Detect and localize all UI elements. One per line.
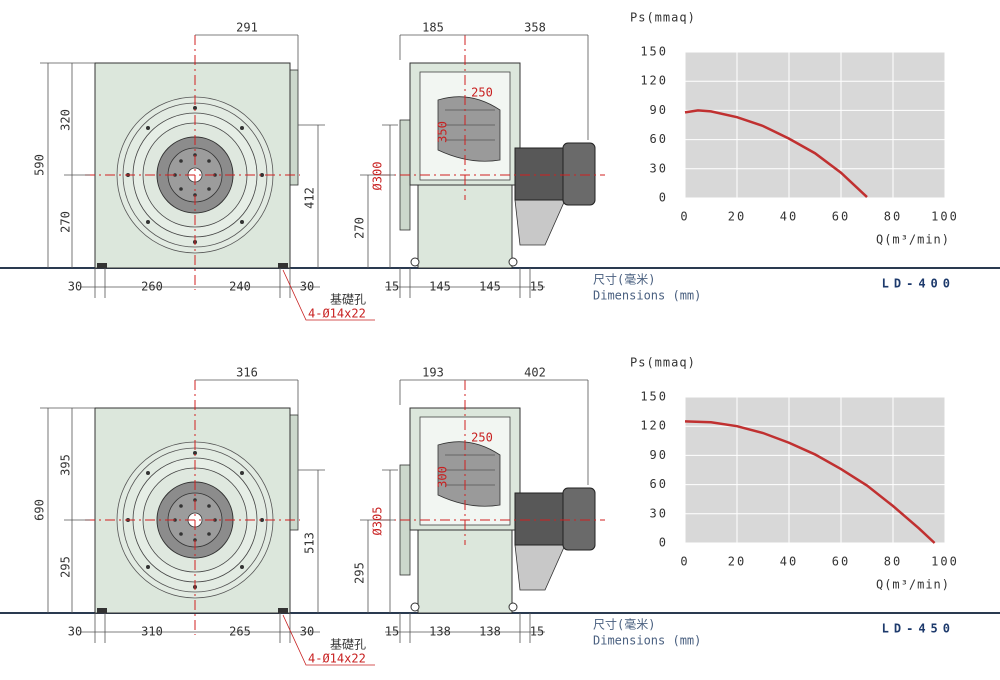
y-axis-label: Ps(mmaq) [630, 11, 696, 25]
model-name: LD-450 [882, 622, 955, 636]
x-tick-label: 80 [884, 210, 902, 224]
dimension-label: 295 [353, 562, 367, 584]
dimension-label: 250 [471, 431, 493, 445]
units-cn: 尺寸(毫米) [593, 272, 655, 287]
base-hole-spec: 4-Ø14x22 [308, 307, 366, 321]
x-tick-label: 100 [931, 555, 959, 569]
base-hole-spec: 4-Ø14x22 [308, 652, 366, 666]
units-cn: 尺寸(毫米) [593, 617, 655, 632]
dimension-label: 270 [59, 211, 73, 233]
dimension-label: 412 [303, 187, 317, 209]
curve [684, 109, 868, 198]
model-name: LD-400 [882, 277, 955, 291]
dimension-label: 193 [422, 366, 444, 380]
y-tick-label: 30 [650, 161, 668, 175]
y-tick-label: 90 [650, 103, 668, 117]
dimension-label: 260 [141, 280, 163, 294]
dimension-label: 145 [429, 280, 451, 294]
dimension-label: 138 [479, 625, 501, 639]
dimension-label: Ø300 [371, 162, 385, 191]
y-tick-label: 60 [650, 477, 668, 491]
x-axis-label: Q(m³/min) [876, 578, 950, 592]
dimension-label: 15 [385, 625, 399, 639]
dimension-label: 30 [68, 625, 82, 639]
x-tick-label: 40 [780, 210, 798, 224]
x-tick-label: 80 [884, 555, 902, 569]
dimension-label: 185 [422, 21, 444, 35]
dimension-label: 402 [524, 366, 546, 380]
dimension-label: 145 [479, 280, 501, 294]
dimension-label: 270 [353, 217, 367, 239]
y-axis-label: Ps(mmaq) [630, 356, 696, 370]
y-tick-label: 0 [659, 191, 668, 205]
model-section: 291 590 320 270 412 30 260 240 30 185 358 250 350 Ø30… [0, 11, 1000, 321]
y-tick-label: 150 [640, 390, 668, 404]
base-hole-label: 基礎孔 [330, 638, 366, 652]
dimension-label: 30 [300, 280, 314, 294]
y-tick-label: 0 [659, 536, 668, 550]
y-tick-label: 60 [650, 132, 668, 146]
dimension-label: 250 [471, 86, 493, 100]
dimension-label: 30 [68, 280, 82, 294]
plot-area [685, 397, 945, 543]
x-tick-label: 20 [728, 555, 746, 569]
x-tick-label: 60 [832, 210, 850, 224]
dimension-label: 395 [59, 454, 73, 476]
dimension-label: 291 [236, 21, 258, 35]
x-axis-label: Q(m³/min) [876, 233, 950, 247]
x-tick-label: 20 [728, 210, 746, 224]
dimension-label: 513 [303, 532, 317, 554]
dimension-label: 690 [33, 499, 47, 521]
dimension-label: 590 [33, 154, 47, 176]
y-tick-label: 30 [650, 506, 668, 520]
dimension-label: 320 [59, 109, 73, 131]
dimension-label: Ø305 [371, 507, 385, 536]
units-en: Dimensions (mm) [593, 289, 701, 303]
x-tick-label: 0 [680, 555, 689, 569]
y-tick-label: 90 [650, 448, 668, 462]
units-en: Dimensions (mm) [593, 634, 701, 648]
curve [684, 420, 936, 544]
x-tick-label: 40 [780, 555, 798, 569]
x-tick-label: 0 [680, 210, 689, 224]
x-tick-label: 60 [832, 555, 850, 569]
dimension-label: 316 [236, 366, 258, 380]
dimension-label: 240 [229, 280, 251, 294]
y-tick-label: 120 [640, 419, 668, 433]
dimension-label: 15 [530, 625, 544, 639]
dimension-label: 358 [524, 21, 546, 35]
dimension-label: 30 [300, 625, 314, 639]
y-tick-label: 120 [640, 74, 668, 88]
dimension-label: 310 [141, 625, 163, 639]
dimension-label: 15 [385, 280, 399, 294]
dimension-label: 300 [436, 466, 450, 488]
plot-area [685, 52, 945, 198]
dimension-label: 295 [59, 556, 73, 578]
dimension-label: 15 [530, 280, 544, 294]
dimension-label: 138 [429, 625, 451, 639]
y-tick-label: 150 [640, 45, 668, 59]
x-tick-label: 100 [931, 210, 959, 224]
base-hole-label: 基礎孔 [330, 293, 366, 307]
dimension-label: 350 [436, 121, 450, 143]
dimension-label: 265 [229, 625, 251, 639]
